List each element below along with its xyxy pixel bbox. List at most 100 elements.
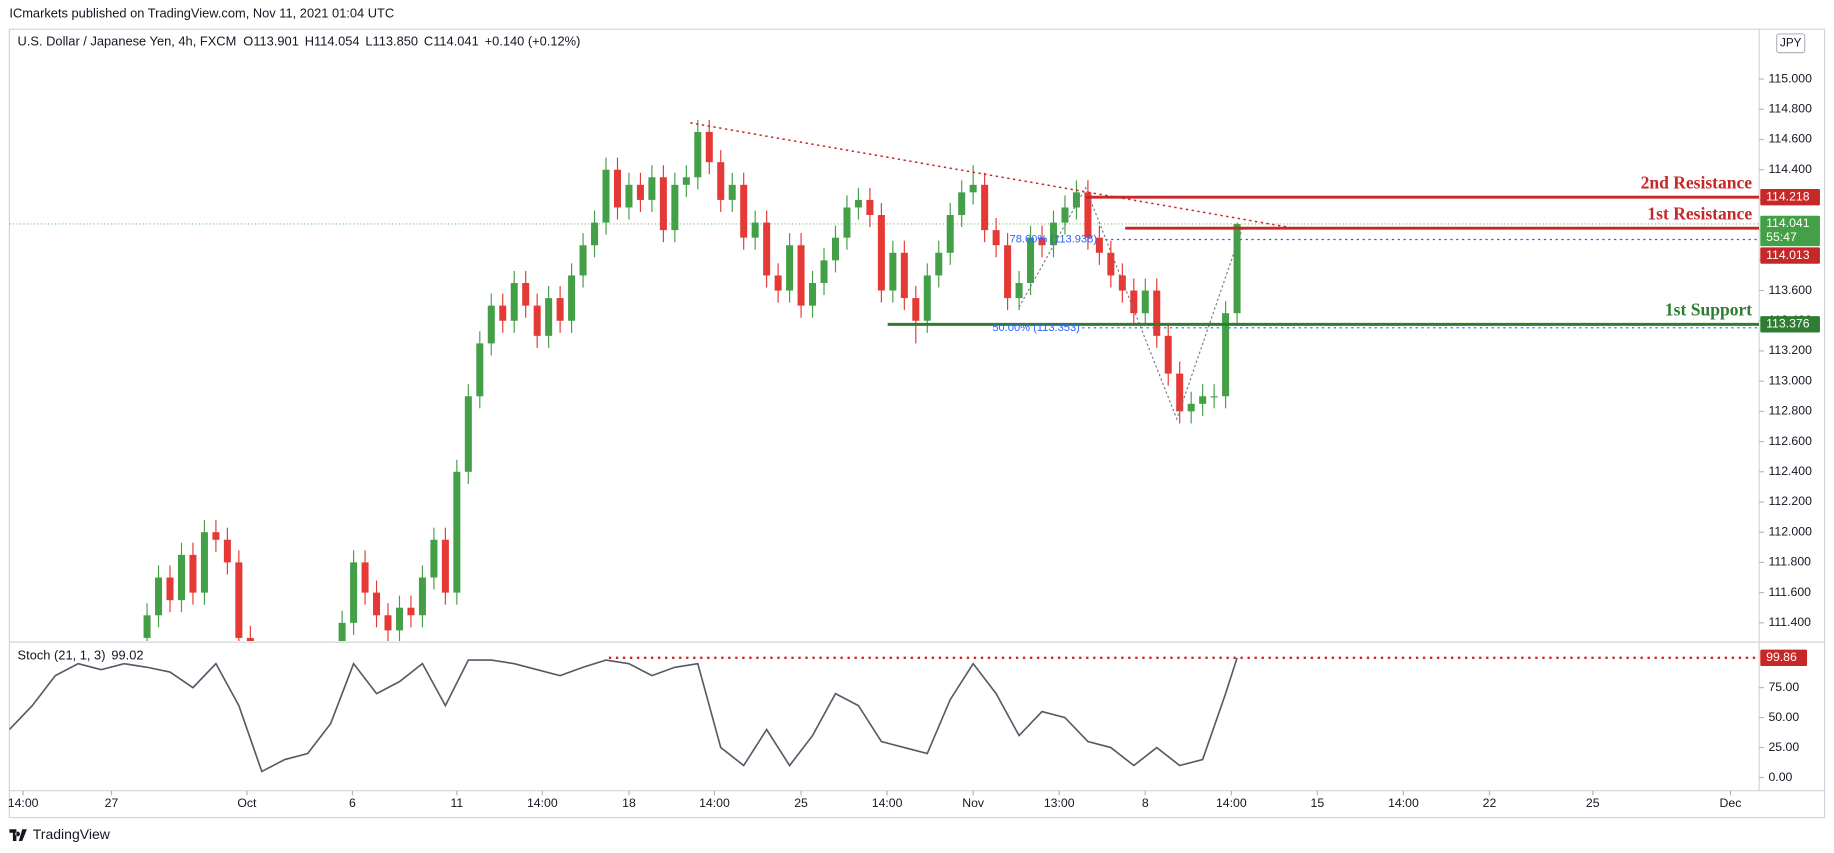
candle-body [1141, 290, 1149, 314]
candle-body [1107, 252, 1115, 276]
candle-body [1084, 192, 1092, 238]
candle-body [223, 539, 231, 563]
axes: 111.400 111.600 111.800 112.000 112.200 112.4… [8, 71, 1812, 809]
price-label-box [1760, 247, 1820, 264]
candle-body [923, 275, 931, 321]
candle-body [533, 305, 541, 336]
candle-body [1038, 237, 1046, 246]
candle-body [338, 622, 346, 641]
candle-body [935, 252, 943, 276]
candle-body [350, 562, 358, 623]
candle-body [568, 275, 576, 321]
candle-body [958, 192, 966, 216]
candle-body [464, 396, 472, 472]
stoch-tick-label: 0.00 [1768, 770, 1792, 784]
stoch-title: Stoch (21, 1, 3) [18, 648, 106, 663]
x-tick-label: 13:00 [1044, 796, 1075, 810]
candle-body [258, 668, 265, 691]
y-tick-label: 111.400 [1768, 615, 1811, 629]
price-label-box [1760, 215, 1820, 247]
x-tick-label: Dec [1720, 796, 1742, 810]
currency-label: JPY [1780, 36, 1802, 49]
candle-body [992, 230, 1000, 246]
price-label-box [1760, 189, 1820, 206]
x-tick-label: 18 [622, 796, 636, 810]
x-tick-label: 15 [1311, 796, 1325, 810]
y-tick-label: 113.600 [1768, 283, 1812, 297]
y-tick-label: 112.200 [1768, 494, 1812, 508]
stoch-line [9, 657, 1238, 773]
legend-value: 113.901 [253, 33, 299, 48]
candle-body [1164, 335, 1172, 374]
y-tick-label: 112.800 [1768, 404, 1812, 418]
fib-label: 50.00% (113.353) [992, 322, 1080, 334]
stoch-tick-label: 75.00 [1768, 680, 1799, 694]
stoch-tick-label: 50.00 [1768, 710, 1799, 724]
price-label: 114.041 [1766, 216, 1810, 230]
candle-body [304, 676, 311, 706]
y-tick-label: 115.000 [1768, 71, 1812, 85]
candle-body [751, 222, 759, 238]
stoch-pane [9, 656, 1760, 773]
overlay-labels: 78.60% (113.938) 50.00% (113.353) 2nd Resi… [18, 172, 1820, 667]
candle-body [407, 607, 415, 616]
candle-body [591, 222, 599, 246]
candle-body [235, 562, 243, 638]
candle-body [545, 298, 553, 336]
candle-body [740, 184, 748, 238]
candle-body [453, 471, 461, 593]
price-label: 113.376 [1766, 317, 1810, 331]
x-tick-label: 14:00 [527, 796, 558, 810]
candle-body [579, 245, 587, 276]
candle-body [189, 554, 197, 593]
brand-logo [9, 829, 27, 841]
price-label: 114.218 [1766, 189, 1810, 203]
candle-body [556, 298, 564, 321]
x-tick-label: 14:00 [1216, 796, 1247, 810]
x-tick-label: 6 [349, 796, 356, 810]
candle-body [705, 131, 713, 163]
candle-body [912, 298, 920, 321]
candle-body [671, 184, 679, 231]
candle-body [361, 562, 369, 593]
candle-body [1187, 403, 1195, 412]
candle-body [1061, 207, 1069, 223]
candle-body [648, 177, 656, 200]
legend-value: 113.850 [373, 33, 419, 48]
main-pane [9, 119, 1760, 706]
candle-body [441, 539, 449, 593]
candle-body [522, 282, 530, 306]
candle-body [831, 237, 839, 261]
x-tick-label: 14:00 [872, 796, 903, 810]
footer-brand: TradingView [33, 826, 111, 842]
candle-body [1199, 396, 1207, 404]
candle-body [327, 653, 334, 691]
trend-line [690, 122, 1289, 228]
candle-body [476, 343, 484, 397]
y-tick-label: 112.000 [1768, 524, 1812, 538]
candle-body [1222, 313, 1230, 397]
legend-key: L [365, 33, 372, 48]
candle-body [843, 207, 851, 238]
candle-body [510, 282, 518, 321]
x-tick-label: Nov [962, 796, 985, 810]
candle-body [1176, 373, 1184, 412]
y-tick-label: 111.800 [1768, 555, 1811, 569]
candle-body [1095, 237, 1103, 253]
candle-body [1130, 290, 1138, 314]
legend-key: H [305, 33, 314, 48]
candle-body [625, 184, 633, 208]
currency-badge[interactable] [1776, 33, 1806, 54]
stoch-last-label: 99.86 [1766, 650, 1797, 664]
candle-body [487, 305, 495, 344]
y-tick-label: 114.800 [1768, 102, 1812, 116]
candle-body [316, 676, 323, 691]
symbol-title: U.S. Dollar / Japanese Yen, 4h, FXCM [18, 33, 237, 48]
candle-body [384, 615, 392, 631]
candle-body [395, 607, 403, 631]
countdown: 55:47 [1766, 230, 1797, 244]
candle-body [877, 215, 885, 291]
y-tick-label: 111.600 [1768, 585, 1811, 599]
candle-body [809, 282, 817, 306]
